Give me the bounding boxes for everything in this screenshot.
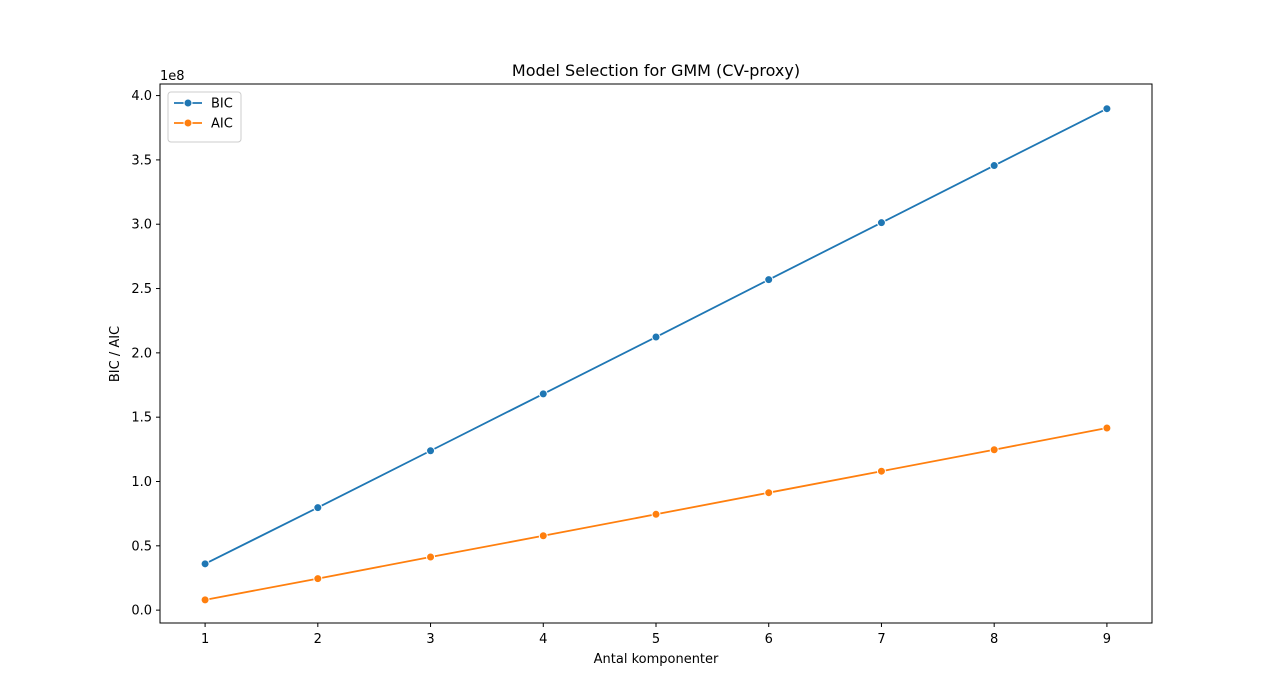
data-point-aic <box>764 488 774 498</box>
data-point-aic <box>200 595 210 605</box>
legend-item-bic: BIC <box>174 97 233 112</box>
y-tick-label: 3.5 <box>131 153 152 168</box>
data-point-bic <box>538 389 548 399</box>
legend-label-bic: BIC <box>211 97 233 112</box>
y-tick-label: 1.5 <box>131 411 152 426</box>
y-tick-label: 0.0 <box>131 604 152 619</box>
chart-title: Model Selection for GMM (CV-proxy) <box>512 61 800 80</box>
y-tick-label: 3.0 <box>131 218 152 233</box>
y-axis-label: BIC / AIC <box>108 326 123 382</box>
x-tick-label: 2 <box>314 632 322 647</box>
y-axis-offset-label: 1e8 <box>160 69 185 84</box>
x-tick-label: 7 <box>877 632 885 647</box>
legend-item-aic: AIC <box>174 117 233 132</box>
x-tick-label: 3 <box>426 632 434 647</box>
legend-label-aic: AIC <box>211 117 233 132</box>
data-point-aic <box>989 445 999 455</box>
y-tick-label: 0.5 <box>131 539 152 554</box>
legend: BIC AIC <box>167 91 242 143</box>
x-tick-label: 5 <box>652 632 660 647</box>
data-point-bic <box>1102 104 1112 114</box>
y-tick-label: 2.5 <box>131 282 152 297</box>
series-aic <box>200 423 1112 605</box>
y-tick-label: 4.0 <box>131 89 152 104</box>
data-point-aic <box>1102 423 1112 433</box>
series-layer <box>200 104 1112 605</box>
plot-area-frame <box>159 83 1153 624</box>
data-point-bic <box>426 446 436 456</box>
data-point-bic <box>876 218 886 228</box>
x-tick-label: 6 <box>765 632 773 647</box>
y-axis-ticks: 0.0 0.5 1.0 1.5 2.0 2.5 3.0 3.5 4.0 <box>131 89 160 619</box>
series-bic <box>200 104 1112 569</box>
x-axis-label: Antal komponenter <box>594 652 719 667</box>
legend-marker-aic <box>183 118 193 128</box>
x-tick-label: 9 <box>1103 632 1111 647</box>
data-point-bic <box>200 559 210 569</box>
x-tick-label: 1 <box>201 632 209 647</box>
data-point-bic <box>313 503 323 513</box>
legend-marker-bic <box>183 98 193 108</box>
data-point-bic <box>764 275 774 285</box>
data-point-aic <box>538 531 548 541</box>
data-point-aic <box>426 552 436 562</box>
y-tick-label: 1.0 <box>131 475 152 490</box>
data-point-aic <box>876 466 886 476</box>
data-point-aic <box>313 574 323 584</box>
data-point-aic <box>651 509 661 519</box>
data-point-bic <box>989 161 999 171</box>
x-tick-label: 4 <box>539 632 547 647</box>
y-tick-label: 2.0 <box>131 346 152 361</box>
x-axis-ticks: 1 2 3 4 5 6 7 8 9 <box>201 623 1111 647</box>
x-tick-label: 8 <box>990 632 998 647</box>
data-point-bic <box>651 332 661 342</box>
